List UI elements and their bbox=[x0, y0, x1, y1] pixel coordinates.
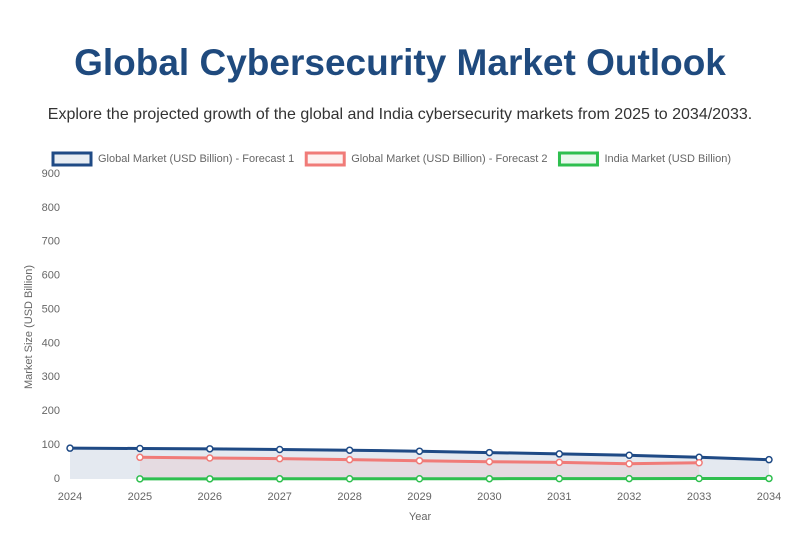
data-point bbox=[625, 460, 633, 468]
data-point bbox=[485, 474, 494, 483]
y-tick-label: 0 bbox=[54, 473, 60, 485]
data-point bbox=[415, 456, 424, 465]
data-point bbox=[695, 474, 703, 483]
data-point bbox=[555, 458, 564, 467]
x-tick-label: 2024 bbox=[58, 491, 82, 503]
y-tick-label: 700 bbox=[42, 236, 60, 248]
x-tick-label: 2031 bbox=[547, 491, 571, 503]
data-point bbox=[345, 475, 354, 483]
data-point bbox=[625, 451, 633, 460]
y-tick-label: 400 bbox=[42, 337, 60, 349]
data-point bbox=[206, 454, 214, 462]
x-tick-label: 2029 bbox=[407, 491, 431, 503]
legend-swatch bbox=[304, 151, 346, 167]
data-point bbox=[415, 474, 424, 483]
data-point bbox=[345, 446, 354, 454]
data-point bbox=[136, 453, 144, 462]
y-tick-label: 600 bbox=[42, 270, 60, 282]
x-tick-label: 2033 bbox=[687, 491, 711, 503]
legend: Global Market (USD Billion) - Forecast 1… bbox=[51, 151, 731, 167]
x-tick-label: 2032 bbox=[617, 491, 641, 503]
x-tick-label: 2030 bbox=[477, 491, 501, 503]
legend-swatch bbox=[557, 151, 599, 167]
x-tick-label: 2028 bbox=[337, 491, 361, 503]
y-tick-label: 300 bbox=[42, 371, 60, 383]
data-point bbox=[206, 445, 214, 453]
data-point bbox=[206, 475, 214, 483]
chart-subtitle: Explore the projected growth of the glob… bbox=[48, 106, 752, 123]
x-tick-label: 2034 bbox=[757, 491, 781, 503]
data-point bbox=[485, 457, 494, 466]
data-point bbox=[136, 475, 144, 483]
legend-label: Global Market (USD Billion) - Forecast 1 bbox=[98, 153, 294, 165]
y-axis-title: Market Size (USD Billion) bbox=[23, 265, 35, 389]
y-tick-label: 500 bbox=[42, 303, 60, 315]
x-axis-title: Year bbox=[409, 511, 432, 523]
data-point bbox=[555, 474, 564, 483]
legend-label: India Market (USD Billion) bbox=[604, 153, 731, 165]
data-point bbox=[765, 455, 773, 464]
legend-swatch bbox=[51, 151, 93, 167]
data-point bbox=[275, 445, 284, 454]
data-point bbox=[66, 444, 74, 452]
data-point bbox=[555, 450, 564, 458]
y-tick-label: 900 bbox=[42, 168, 60, 180]
data-point bbox=[695, 458, 703, 467]
data-point bbox=[625, 474, 633, 483]
data-point bbox=[136, 444, 144, 453]
y-tick-label: 200 bbox=[42, 405, 60, 417]
data-point bbox=[415, 447, 424, 455]
y-tick-label: 800 bbox=[42, 202, 60, 214]
data-point bbox=[275, 475, 284, 483]
x-tick-label: 2026 bbox=[198, 491, 222, 503]
data-point bbox=[765, 474, 773, 483]
data-point bbox=[275, 454, 284, 463]
x-tick-label: 2025 bbox=[128, 491, 152, 503]
y-tick-label: 100 bbox=[42, 439, 60, 451]
x-tick-label: 2027 bbox=[267, 491, 291, 503]
data-point bbox=[485, 448, 494, 457]
chart-title: Global Cybersecurity Market Outlook bbox=[74, 42, 726, 83]
data-point bbox=[345, 455, 354, 464]
legend-label: Global Market (USD Billion) - Forecast 2 bbox=[351, 153, 547, 165]
